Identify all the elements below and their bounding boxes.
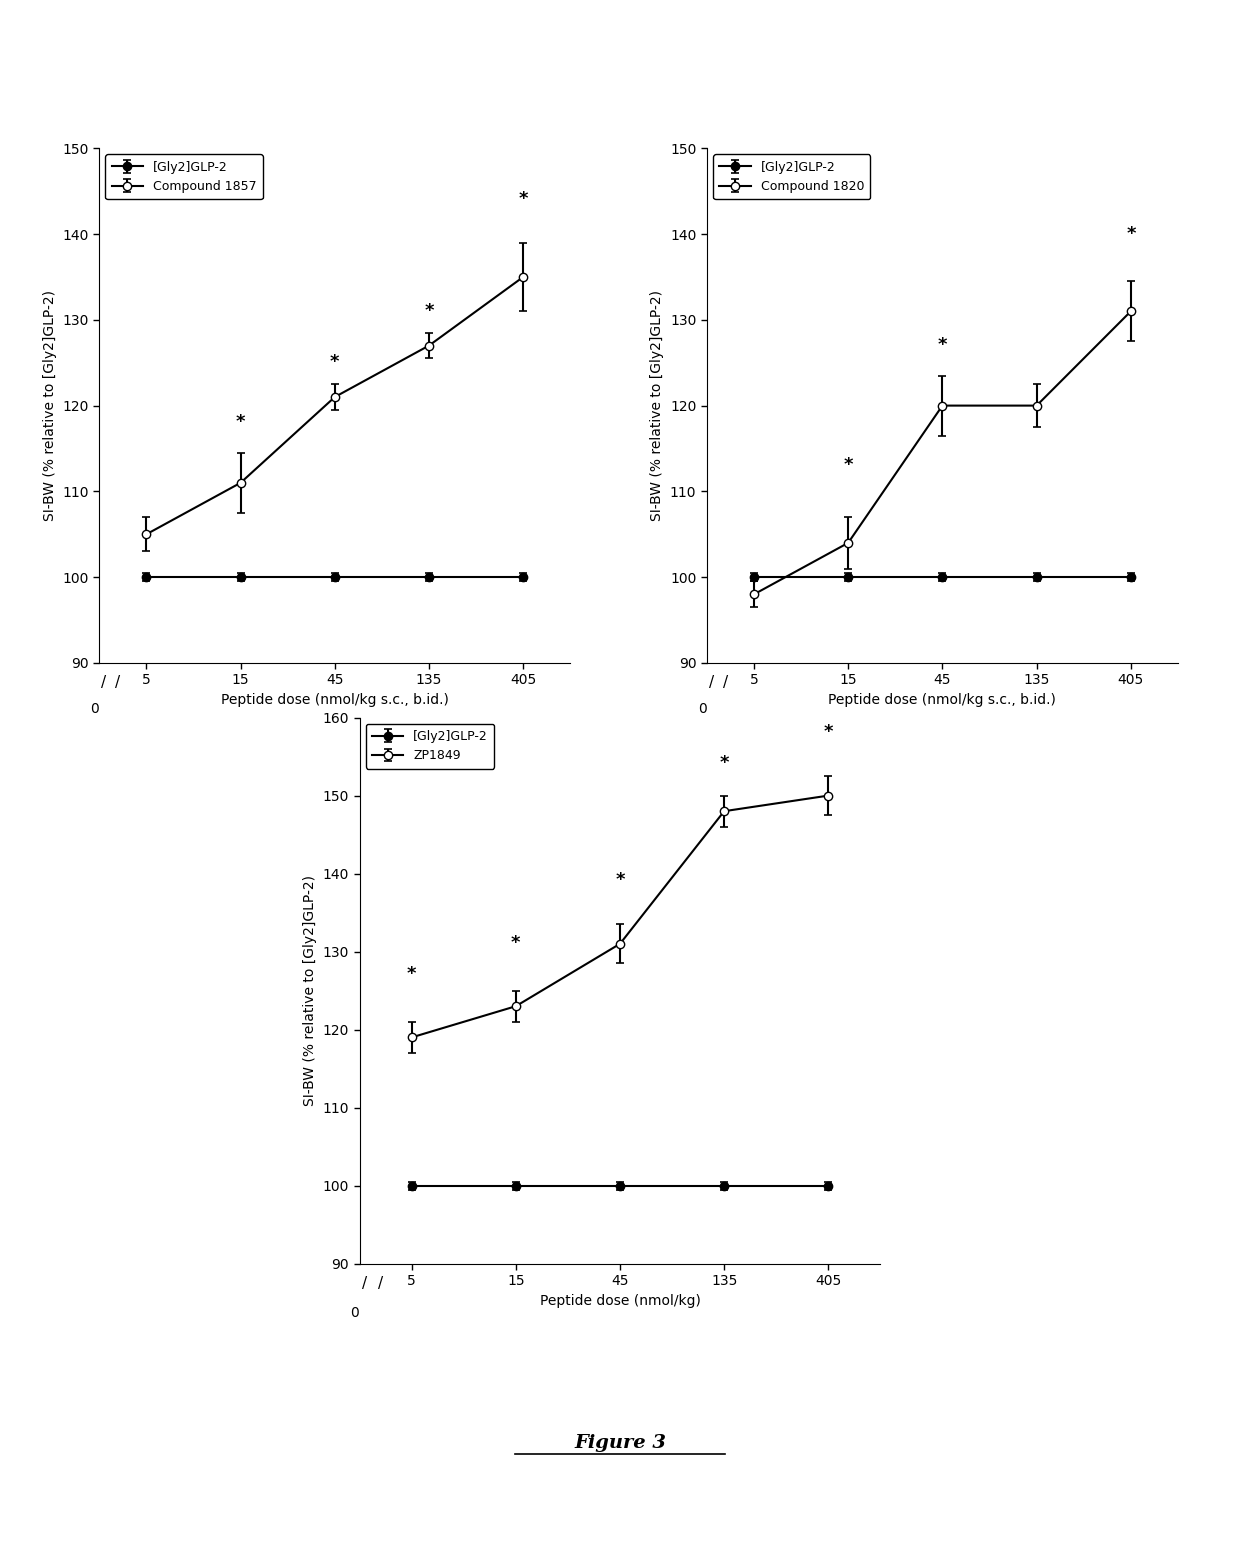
Legend: [Gly2]GLP-2, Compound 1857: [Gly2]GLP-2, Compound 1857 — [105, 154, 263, 200]
Text: 0: 0 — [350, 1306, 358, 1320]
Legend: [Gly2]GLP-2, Compound 1820: [Gly2]GLP-2, Compound 1820 — [713, 154, 870, 200]
Text: /: / — [102, 674, 107, 690]
X-axis label: Peptide dose (nmol/kg s.c., b.id.): Peptide dose (nmol/kg s.c., b.id.) — [221, 693, 449, 707]
Text: 0: 0 — [91, 702, 99, 716]
Text: Figure 3: Figure 3 — [574, 1434, 666, 1452]
Text: /: / — [362, 1276, 367, 1292]
Text: *: * — [236, 413, 246, 431]
Text: /: / — [115, 674, 120, 690]
Text: *: * — [330, 353, 340, 371]
Text: *: * — [424, 301, 434, 320]
Text: /: / — [709, 674, 714, 690]
Text: *: * — [823, 722, 833, 741]
Text: /: / — [378, 1276, 383, 1292]
Text: *: * — [937, 335, 947, 354]
Text: *: * — [511, 933, 521, 952]
Text: *: * — [518, 190, 528, 207]
Text: *: * — [615, 870, 625, 889]
Text: *: * — [407, 964, 417, 983]
X-axis label: Peptide dose (nmol/kg s.c., b.id.): Peptide dose (nmol/kg s.c., b.id.) — [828, 693, 1056, 707]
Text: *: * — [1126, 225, 1136, 242]
Y-axis label: SI-BW (% relative to [Gly2]GLP-2): SI-BW (% relative to [Gly2]GLP-2) — [42, 290, 57, 521]
Text: /: / — [723, 674, 728, 690]
Text: *: * — [843, 456, 853, 474]
Y-axis label: SI-BW (% relative to [Gly2]GLP-2): SI-BW (% relative to [Gly2]GLP-2) — [303, 875, 317, 1106]
Legend: [Gly2]GLP-2, ZP1849: [Gly2]GLP-2, ZP1849 — [366, 724, 495, 769]
X-axis label: Peptide dose (nmol/kg): Peptide dose (nmol/kg) — [539, 1293, 701, 1307]
Y-axis label: SI-BW (% relative to [Gly2]GLP-2): SI-BW (% relative to [Gly2]GLP-2) — [650, 290, 665, 521]
Text: *: * — [719, 753, 729, 772]
Text: 0: 0 — [698, 702, 707, 716]
